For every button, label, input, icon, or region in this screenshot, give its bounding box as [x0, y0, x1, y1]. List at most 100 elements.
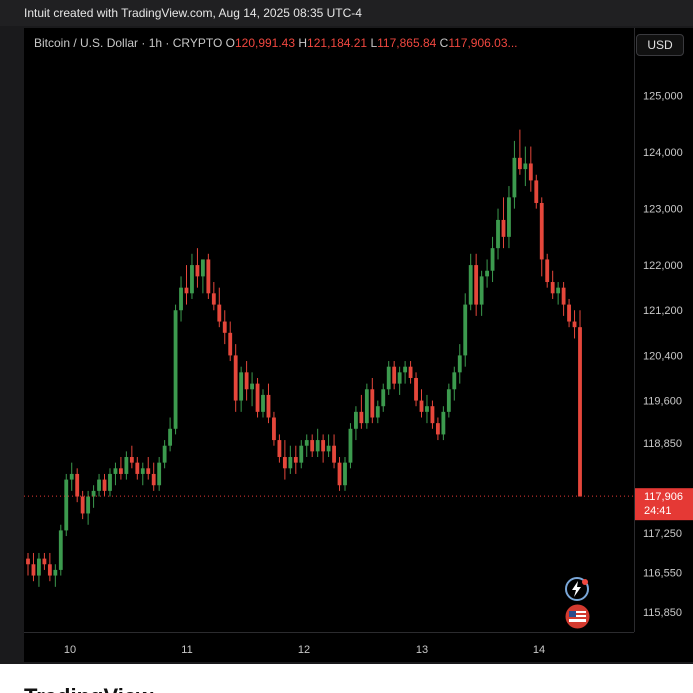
candle-body[interactable]	[332, 445, 336, 463]
candle-body[interactable]	[337, 462, 342, 486]
currency-button[interactable]: USD	[636, 34, 684, 56]
candle-body[interactable]	[146, 468, 151, 474]
candle-body[interactable]	[244, 372, 249, 390]
candle-body[interactable]	[266, 394, 271, 418]
candle-body[interactable]	[37, 558, 41, 576]
candle-body[interactable]	[102, 479, 107, 491]
candle-body[interactable]	[140, 468, 145, 474]
candle-body[interactable]	[496, 219, 500, 249]
candle-body[interactable]	[190, 265, 194, 294]
candle-body[interactable]	[381, 389, 386, 407]
us-flag-icon[interactable]	[565, 604, 590, 629]
candle-body[interactable]	[408, 366, 413, 378]
candle-body[interactable]	[310, 440, 315, 452]
candle-body[interactable]	[567, 304, 571, 322]
candle-body[interactable]	[539, 202, 544, 260]
chart-panel[interactable]: Bitcoin / U.S. Dollar · 1h · CRYPTO O120…	[24, 28, 693, 662]
candle-body[interactable]	[80, 496, 85, 514]
candle-body[interactable]	[217, 304, 222, 322]
candle-body[interactable]	[403, 366, 408, 373]
candle-body[interactable]	[457, 355, 462, 373]
candle-body[interactable]	[151, 473, 156, 486]
candle-body[interactable]	[359, 411, 364, 424]
candle-body[interactable]	[195, 265, 200, 277]
candle-body[interactable]	[31, 564, 36, 576]
candle-body[interactable]	[326, 445, 331, 452]
candle-body[interactable]	[556, 287, 561, 294]
price-axis[interactable]: 126,000125,000124,000123,000122,000121,2…	[634, 28, 693, 632]
candle-body[interactable]	[113, 468, 118, 474]
candle-body[interactable]	[397, 372, 402, 384]
candle-body[interactable]	[392, 366, 397, 384]
candle-body[interactable]	[86, 496, 91, 514]
candle-body[interactable]	[222, 321, 227, 333]
candle-body[interactable]	[578, 327, 582, 497]
candle-body[interactable]	[184, 287, 189, 294]
candle-body[interactable]	[250, 383, 254, 390]
candle-body[interactable]	[490, 248, 495, 271]
candle-body[interactable]	[375, 406, 380, 418]
candle-body[interactable]	[69, 473, 74, 480]
candle-body[interactable]	[206, 259, 211, 294]
candle-body[interactable]	[288, 457, 293, 469]
candle-body[interactable]	[517, 157, 522, 170]
candle-body[interactable]	[239, 372, 244, 401]
candle-body[interactable]	[64, 479, 69, 531]
candle-body[interactable]	[293, 457, 298, 463]
candle-body[interactable]	[261, 394, 265, 412]
candle-body[interactable]	[26, 558, 30, 565]
candle-body[interactable]	[512, 157, 517, 198]
candle-body[interactable]	[501, 219, 506, 237]
candle-body[interactable]	[53, 569, 58, 576]
candle-body[interactable]	[162, 445, 167, 463]
candle-body[interactable]	[47, 564, 52, 576]
candle-body[interactable]	[58, 530, 63, 570]
candle-body[interactable]	[91, 490, 96, 497]
candle-body[interactable]	[255, 383, 260, 412]
candle-body[interactable]	[75, 473, 80, 497]
candle-body[interactable]	[370, 389, 375, 418]
candle-body[interactable]	[414, 377, 418, 401]
candle-body[interactable]	[474, 265, 479, 305]
candle-body[interactable]	[468, 265, 473, 305]
candle-body[interactable]	[118, 468, 123, 474]
candle-body[interactable]	[343, 462, 347, 486]
candle-body[interactable]	[272, 417, 276, 441]
candle-body[interactable]	[354, 411, 358, 429]
candle-body[interactable]	[315, 440, 320, 452]
candle-body[interactable]	[452, 372, 457, 390]
candle-body[interactable]	[528, 163, 533, 181]
candle-body[interactable]	[233, 355, 238, 401]
candle-body[interactable]	[157, 462, 162, 486]
candle-body[interactable]	[534, 180, 539, 203]
candle-body[interactable]	[572, 321, 577, 328]
candle-body[interactable]	[425, 406, 429, 412]
candle-body[interactable]	[364, 389, 369, 424]
candle-body[interactable]	[507, 197, 511, 237]
candle-body[interactable]	[386, 366, 391, 390]
candle-body[interactable]	[200, 259, 205, 277]
candle-body[interactable]	[479, 276, 484, 305]
candle-body[interactable]	[108, 473, 112, 491]
candle-body[interactable]	[97, 479, 101, 491]
candle-body[interactable]	[561, 287, 566, 305]
candle-body[interactable]	[545, 259, 550, 283]
candle-body[interactable]	[173, 310, 178, 429]
candle-body[interactable]	[321, 440, 326, 452]
plot-area[interactable]	[24, 28, 634, 632]
candle-body[interactable]	[550, 282, 555, 294]
candle-body[interactable]	[129, 457, 134, 463]
candle-body[interactable]	[485, 270, 490, 277]
candle-body[interactable]	[168, 428, 173, 446]
candle-body[interactable]	[228, 332, 233, 356]
candle-body[interactable]	[435, 423, 440, 435]
candle-body[interactable]	[446, 389, 451, 412]
candle-body[interactable]	[419, 400, 424, 412]
candle-body[interactable]	[42, 558, 47, 565]
candle-body[interactable]	[179, 287, 183, 311]
candle-body[interactable]	[277, 440, 282, 458]
candle-body[interactable]	[523, 163, 528, 170]
lightning-replay-icon[interactable]	[564, 576, 590, 602]
time-axis[interactable]: 10 11 12 13 14	[24, 632, 634, 662]
candle-body[interactable]	[348, 428, 353, 463]
